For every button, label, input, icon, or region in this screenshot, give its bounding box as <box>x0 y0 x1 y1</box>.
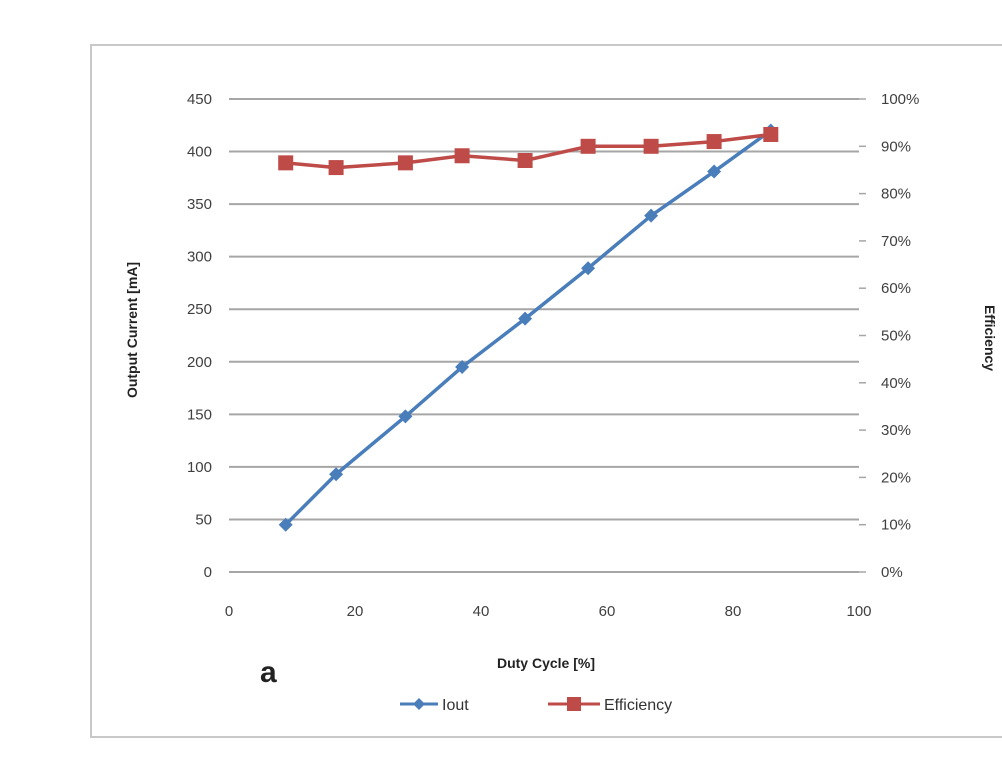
y-tick-label: 0 <box>204 564 212 581</box>
y2-tick-label: 100% <box>881 91 919 108</box>
y-tick-label: 50 <box>195 511 212 528</box>
y-tick-label: 450 <box>187 91 212 108</box>
x-tick-label: 80 <box>725 603 742 620</box>
y-tick-label: 100 <box>187 459 212 476</box>
x-tick-label: 20 <box>347 603 364 620</box>
data-point <box>278 517 293 532</box>
y2-tick-label: 70% <box>881 233 911 250</box>
series-iout <box>278 123 778 532</box>
y-tick-label: 400 <box>187 144 212 161</box>
y2-tick-label: 20% <box>881 469 911 486</box>
y-axis-ticks: 0 50 100 150 200 250 300 350 400 450 <box>187 91 212 581</box>
y2-tick-label: 60% <box>881 280 911 297</box>
series-efficiency <box>278 126 779 176</box>
y2-axis-title: Efficiency <box>982 305 998 371</box>
legend-label-iout: Iout <box>442 697 469 714</box>
x-tick-label: 40 <box>473 603 490 620</box>
data-point <box>706 134 722 150</box>
chart-frame: 0 50 100 150 200 250 300 350 400 450 0% 10% 20% 30% 4… <box>90 44 1002 738</box>
y-axis-title: Output Current [mA] <box>124 262 140 398</box>
y-tick-label: 200 <box>187 354 212 371</box>
data-point <box>644 208 659 223</box>
y2-tick-label: 0% <box>881 564 903 581</box>
y-tick-label: 350 <box>187 196 212 213</box>
gridlines <box>229 98 859 521</box>
data-point <box>329 467 344 482</box>
y2-tick-label: 80% <box>881 186 911 203</box>
data-point <box>707 164 722 179</box>
data-point <box>643 138 659 154</box>
series-line-iout <box>284 129 772 526</box>
data-point <box>763 126 779 142</box>
y2-axis-ticks: 0% 10% 20% 30% 40% 50% 60% 70% 80% 90% 100% <box>859 91 919 581</box>
y2-tick-label: 50% <box>881 328 911 345</box>
y-tick-label: 250 <box>187 301 212 318</box>
y-tick-label: 300 <box>187 249 212 266</box>
legend-item-iout: Iout <box>400 697 469 714</box>
data-point <box>398 409 413 424</box>
x-axis-title: Duty Cycle [%] <box>497 655 595 671</box>
data-point <box>454 148 470 164</box>
x-tick-label: 0 <box>225 603 233 620</box>
data-point <box>581 261 596 276</box>
legend: Iout Efficiency <box>400 697 672 714</box>
data-point <box>580 138 596 154</box>
panel-label: a <box>260 656 277 689</box>
legend-label-efficiency: Efficiency <box>604 697 672 714</box>
y2-tick-label: 40% <box>881 375 911 392</box>
data-point <box>397 155 413 171</box>
y2-tick-label: 10% <box>881 517 911 534</box>
y2-tick-label: 90% <box>881 138 911 155</box>
series-layer <box>278 123 779 532</box>
x-tick-label: 60 <box>599 603 616 620</box>
data-point <box>517 152 533 168</box>
data-point <box>455 360 470 375</box>
x-axis-ticks: 0 20 40 60 80 100 <box>225 603 872 620</box>
y2-tick-label: 30% <box>881 422 911 439</box>
data-point <box>278 155 294 171</box>
data-point <box>518 311 533 326</box>
x-tick-label: 100 <box>846 603 871 620</box>
data-point <box>328 160 344 176</box>
y-tick-label: 150 <box>187 406 212 423</box>
legend-item-efficiency: Efficiency <box>548 697 672 714</box>
